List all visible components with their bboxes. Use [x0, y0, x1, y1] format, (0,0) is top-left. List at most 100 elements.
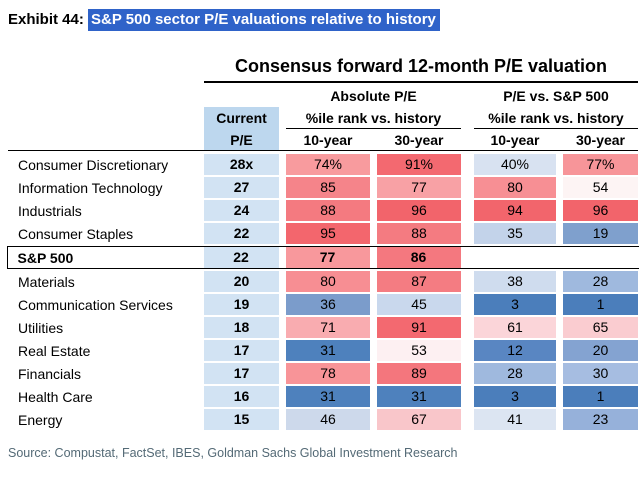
column-gap — [279, 363, 286, 384]
exhibit-title-highlight: S&P 500 sector P/E valuations relative t… — [88, 9, 440, 31]
sector-label: Real Estate — [18, 342, 91, 359]
rel-10yr-cell: 80 — [474, 177, 556, 198]
column-gap — [461, 223, 474, 244]
table-row: Consumer Staples 22 95 88 35 19 — [8, 223, 638, 244]
column-gap — [370, 386, 377, 407]
subheader-relative: %ile rank vs. history — [474, 107, 638, 129]
sector-label: Utilities — [18, 319, 64, 336]
column-gap — [556, 177, 563, 198]
abs-10yr-cell: 85 — [286, 177, 370, 198]
abs-30yr-cell: 91 — [377, 317, 461, 338]
current-pe-cell: 17 — [204, 363, 279, 384]
column-gap — [461, 177, 474, 198]
column-gap — [370, 271, 377, 292]
column-gap — [461, 247, 474, 268]
col-header-abs-10yr: 10-year — [286, 129, 370, 151]
rel-30yr-cell: 1 — [563, 294, 638, 315]
column-gap — [279, 154, 286, 175]
abs-10yr-cell: 88 — [286, 200, 370, 221]
column-gap — [461, 340, 474, 361]
column-gap — [556, 409, 563, 430]
current-pe-cell: 24 — [204, 200, 279, 221]
column-gap — [370, 409, 377, 430]
current-pe-cell: 20 — [204, 271, 279, 292]
column-gap — [556, 294, 563, 315]
table-row: Information Technology 27 85 77 80 54 — [8, 177, 638, 198]
rel-10yr-cell: 61 — [474, 317, 556, 338]
header-gap — [279, 129, 286, 151]
abs-30yr-cell: 77 — [377, 177, 461, 198]
rel-10yr-cell: 3 — [474, 386, 556, 407]
column-gap — [370, 154, 377, 175]
rel-30yr-cell: 1 — [563, 386, 638, 407]
abs-30yr-cell: 45 — [377, 294, 461, 315]
col-header-rel-10yr: 10-year — [474, 129, 556, 151]
column-gap — [279, 340, 286, 361]
current-pe-header-line2: P/E — [204, 129, 279, 151]
abs-30yr-cell: 91% — [377, 154, 461, 175]
column-gap — [370, 200, 377, 221]
column-gap — [556, 386, 563, 407]
exhibit-title: Exhibit 44: S&P 500 sector P/E valuation… — [8, 9, 440, 31]
column-gap — [461, 271, 474, 292]
column-gap — [556, 271, 563, 292]
rel-30yr-cell: 96 — [563, 200, 638, 221]
sector-label: S&P 500 — [17, 249, 74, 266]
abs-30yr-cell: 53 — [377, 340, 461, 361]
rel-10yr-cell — [474, 247, 556, 268]
column-gap — [556, 200, 563, 221]
column-gap — [279, 386, 286, 407]
current-pe-cell: 22 — [204, 223, 279, 244]
column-gap — [556, 154, 563, 175]
table-body: Consumer Discretionary 28x 74% 91% 40% 77% Inf… — [6, 154, 639, 430]
current-pe-cell: 19 — [204, 294, 279, 315]
rel-30yr-cell: 77% — [563, 154, 638, 175]
column-gap — [461, 409, 474, 430]
sector-label: Information Technology — [18, 179, 163, 196]
column-gap — [370, 247, 377, 268]
table-title: Consensus forward 12-month P/E valuation — [204, 54, 638, 83]
column-gap — [279, 271, 286, 292]
column-gap — [370, 363, 377, 384]
sector-label: Communication Services — [18, 296, 173, 313]
table-row: Utilities 18 71 91 61 65 — [8, 317, 638, 338]
column-gap — [461, 363, 474, 384]
abs-30yr-cell: 88 — [377, 223, 461, 244]
current-pe-cell: 15 — [204, 409, 279, 430]
abs-30yr-cell: 87 — [377, 271, 461, 292]
column-gap — [370, 340, 377, 361]
group-header-absolute: Absolute P/E — [330, 88, 417, 104]
abs-10yr-cell: 95 — [286, 223, 370, 244]
subheader-absolute: %ile rank vs. history — [286, 107, 461, 129]
table-row: Real Estate 17 31 53 12 20 — [8, 340, 638, 361]
column-gap — [556, 340, 563, 361]
current-pe-cell: 22 — [203, 247, 279, 268]
sector-label: Industrials — [18, 202, 82, 219]
rel-10yr-cell: 35 — [474, 223, 556, 244]
sector-label: Energy — [18, 411, 63, 428]
abs-10yr-cell: 78 — [286, 363, 370, 384]
header-spacer — [8, 129, 204, 151]
current-pe-header-line1: Current — [204, 107, 279, 129]
header-gap — [370, 129, 377, 151]
rel-30yr-cell: 65 — [563, 317, 638, 338]
column-gap — [556, 363, 563, 384]
rel-10yr-cell: 38 — [474, 271, 556, 292]
current-pe-cell: 28x — [204, 154, 279, 175]
rel-10yr-cell: 94 — [474, 200, 556, 221]
rel-30yr-cell — [563, 247, 638, 268]
rel-10yr-cell: 3 — [474, 294, 556, 315]
header-gap — [556, 129, 563, 151]
current-pe-cell: 16 — [204, 386, 279, 407]
current-pe-cell: 27 — [204, 177, 279, 198]
sector-label: Consumer Discretionary — [18, 156, 169, 173]
abs-10yr-cell: 36 — [286, 294, 370, 315]
sector-label: Financials — [18, 365, 82, 382]
column-gap — [461, 317, 474, 338]
abs-10yr-cell: 31 — [286, 340, 370, 361]
table-row-sp500: S&P 500 22 77 86 — [6, 246, 639, 269]
column-gap — [370, 223, 377, 244]
rel-30yr-cell: 54 — [563, 177, 638, 198]
column-gap — [279, 223, 286, 244]
column-gap — [556, 223, 563, 244]
